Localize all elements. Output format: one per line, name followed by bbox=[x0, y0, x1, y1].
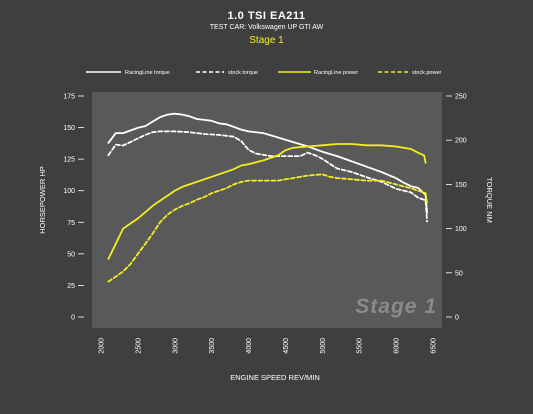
stage-watermark: Stage 1 bbox=[355, 295, 437, 318]
y-left-tick-label: 75 bbox=[67, 220, 75, 227]
y-right-axis-label: TORQUE NM bbox=[485, 177, 494, 223]
y-left-axis-label: HORSEPOWER HP bbox=[38, 166, 47, 234]
legend-label: RacingLine torque bbox=[125, 70, 170, 76]
x-axis-label: ENGINE SPEED REV/MIN bbox=[230, 373, 320, 382]
chart-subtitle: TEST CAR: Volkswagen UP GTI AW bbox=[209, 24, 324, 31]
series-line-stock-torque bbox=[107, 130, 428, 223]
x-tick-label: 5000 bbox=[320, 338, 327, 354]
x-tick-label: 2000 bbox=[99, 338, 106, 354]
plot-area bbox=[92, 92, 442, 328]
x-tick-label: 6000 bbox=[394, 338, 401, 354]
legend-label: stock power bbox=[412, 70, 442, 76]
legend-label: stock torque bbox=[228, 70, 258, 76]
y-left-tick-label: 150 bbox=[63, 125, 75, 132]
y-left-tick-label: 125 bbox=[63, 157, 75, 164]
y-left-tick-label: 175 bbox=[63, 94, 75, 101]
x-tick-label: 3000 bbox=[172, 338, 179, 354]
series-line-stock-power bbox=[107, 173, 428, 283]
legend-label: RacingLine power bbox=[314, 70, 358, 76]
y-left-tick-label: 25 bbox=[67, 283, 75, 290]
y-right-tick-label: 50 bbox=[455, 270, 463, 277]
x-tick-label: 6500 bbox=[431, 338, 438, 354]
y-left-tick-label: 100 bbox=[63, 188, 75, 195]
x-tick-label: 3500 bbox=[209, 338, 216, 354]
y-right-tick-label: 200 bbox=[455, 138, 467, 145]
y-right-tick-label: 250 bbox=[455, 94, 467, 101]
x-tick-label: 4500 bbox=[283, 338, 290, 354]
y-left-tick-label: 50 bbox=[67, 251, 75, 258]
y-right-tick-label: 0 bbox=[455, 315, 459, 322]
x-tick-label: 5500 bbox=[357, 338, 364, 354]
x-tick-label: 4000 bbox=[246, 338, 253, 354]
series-line-racingline-torque bbox=[107, 112, 428, 214]
series-line-racingline-power bbox=[107, 143, 427, 260]
x-tick-label: 2500 bbox=[135, 338, 142, 354]
y-left-tick-label: 0 bbox=[71, 315, 75, 322]
chart-title: 1.0 TSI EA211 bbox=[227, 10, 306, 22]
y-right-tick-label: 100 bbox=[455, 226, 467, 233]
stage-label: Stage 1 bbox=[249, 35, 284, 46]
y-right-tick-label: 150 bbox=[455, 182, 467, 189]
